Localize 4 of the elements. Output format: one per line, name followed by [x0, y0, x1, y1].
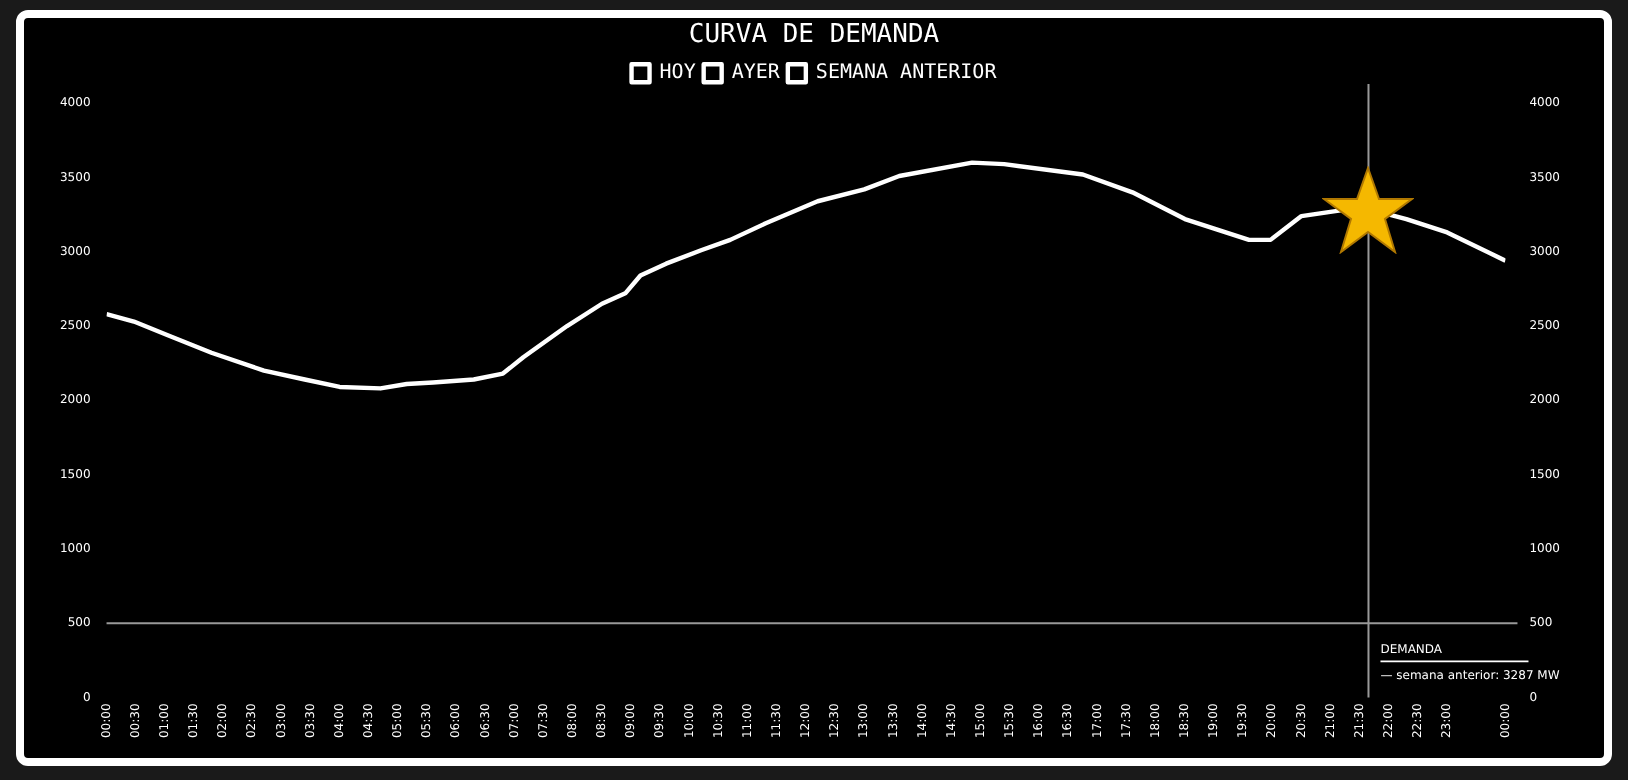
chart-title: CURVA DE DEMANDA — [688, 20, 940, 51]
legend-label: SEMANA ANTERIOR — [815, 62, 999, 85]
legend-label: HOY — [659, 62, 696, 85]
legend-label: AYER — [731, 62, 782, 85]
